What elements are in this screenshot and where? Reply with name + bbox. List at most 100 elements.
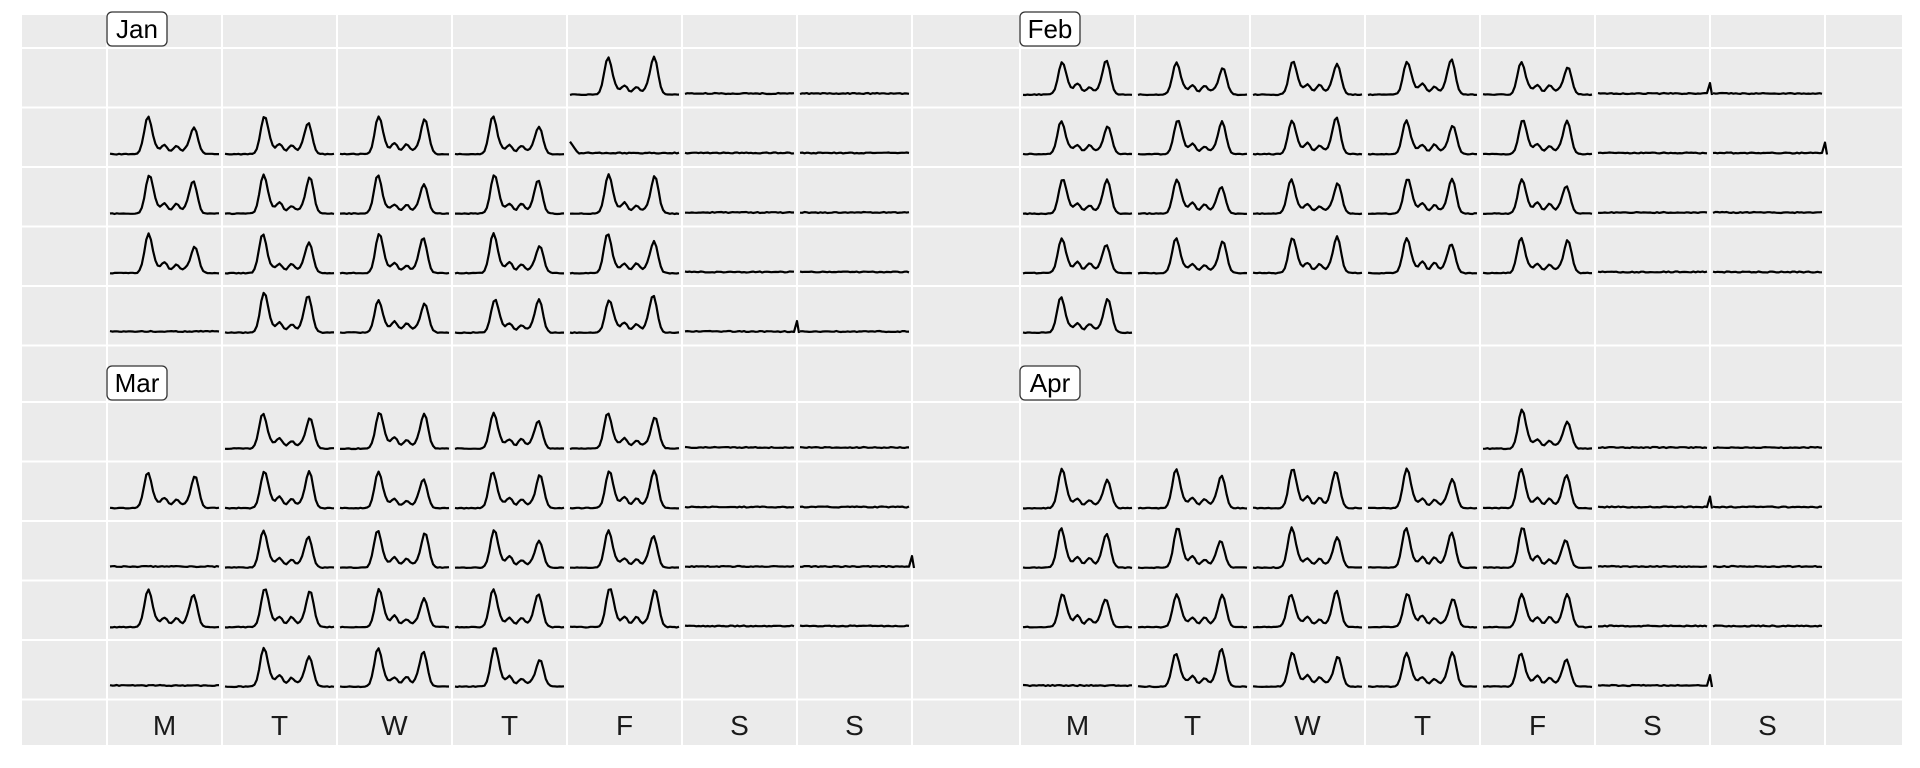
month-label-box <box>1019 365 1081 401</box>
series-line-mar-8 <box>224 470 335 510</box>
weekday-label: T <box>1184 710 1201 741</box>
series-line-jan-14 <box>455 174 565 216</box>
series-line-mar-30 <box>339 647 449 689</box>
series-line-apr-29 <box>1482 652 1593 689</box>
weekday-label: S <box>730 710 749 741</box>
series-line-mar-10 <box>454 471 565 510</box>
series-line-jan-31 <box>799 329 910 334</box>
series-line-feb-12 <box>1482 119 1593 156</box>
series-line-jan-12 <box>224 173 335 216</box>
month-label-text: Jan <box>116 14 158 44</box>
weekday-label: F <box>616 710 633 741</box>
series-line-mar-5 <box>684 445 795 450</box>
series-line-mar-19 <box>685 564 795 568</box>
month-label-box <box>106 11 168 47</box>
series-line-jan-3 <box>799 91 910 96</box>
series-line-mar-21 <box>110 588 220 629</box>
month-label-jan: Jan <box>106 11 168 47</box>
series-line-jan-4 <box>109 115 219 156</box>
series-line-mar-18 <box>570 529 679 569</box>
month-label-mar: Mar <box>106 365 168 401</box>
series-line-mar-15 <box>224 529 335 569</box>
series-line-feb-22 <box>1022 237 1133 275</box>
series-line-mar-16 <box>339 530 450 569</box>
series-line-jan-27 <box>339 299 450 334</box>
series-line-feb-20 <box>1597 210 1708 215</box>
series-line-jan-22 <box>569 233 680 275</box>
series-line-mar-14 <box>109 564 220 569</box>
series-line-mar-4 <box>569 412 680 451</box>
weekday-label: T <box>271 710 288 741</box>
series-line-feb-4 <box>1367 58 1478 97</box>
series-line-feb-25 <box>1367 237 1478 275</box>
series-line-feb-11 <box>1367 119 1477 156</box>
series-line-apr-17 <box>1712 564 1823 569</box>
series-line-mar-17 <box>454 529 565 569</box>
series-line-feb-14 <box>1712 141 1829 155</box>
panel-background <box>22 15 1902 745</box>
series-line-jan-26 <box>224 291 334 335</box>
series-line-mar-27 <box>799 624 910 628</box>
series-line-jan-7 <box>454 115 565 156</box>
series-line-mar-25 <box>569 588 680 629</box>
series-line-apr-11 <box>1022 527 1133 570</box>
series-line-jan-6 <box>339 115 450 156</box>
series-line-mar-28 <box>109 683 220 688</box>
series-line-mar-31 <box>454 647 565 688</box>
series-line-apr-22 <box>1483 592 1593 629</box>
series-line-apr-7 <box>1367 467 1478 510</box>
series-line-jan-15 <box>569 173 680 216</box>
series-line-mar-13 <box>799 505 910 509</box>
series-line-mar-22 <box>224 588 335 629</box>
series-line-jan-16 <box>685 210 794 215</box>
series-line-jan-8 <box>569 141 680 155</box>
series-line-feb-26 <box>1482 237 1593 275</box>
series-line-jan-11 <box>109 174 219 216</box>
month-label-feb: Feb <box>1019 11 1081 47</box>
series-line-mar-3 <box>454 411 565 450</box>
series-line-feb-1 <box>1022 59 1133 97</box>
weekday-label: W <box>1294 710 1321 741</box>
month-label-box <box>1019 11 1081 47</box>
series-line-jan-5 <box>224 116 335 156</box>
series-line-jan-25 <box>109 329 220 333</box>
weekday-label: S <box>1758 710 1777 741</box>
series-line-jan-2 <box>684 91 795 96</box>
series-line-mar-26 <box>684 624 795 628</box>
series-line-mar-12 <box>684 505 795 509</box>
series-line-feb-9 <box>1137 119 1248 156</box>
series-line-apr-3 <box>1713 445 1822 450</box>
series-line-feb-17 <box>1253 178 1363 216</box>
series-line-jan-24 <box>799 270 910 274</box>
series-line-feb-15 <box>1022 178 1133 216</box>
series-line-apr-10 <box>1712 505 1823 509</box>
series-line-apr-27 <box>1252 651 1363 688</box>
series-line-mar-24 <box>454 588 565 629</box>
series-line-jan-30 <box>684 319 801 334</box>
series-line-mar-29 <box>224 646 335 689</box>
month-label-text: Apr <box>1030 368 1071 398</box>
month-label-box <box>106 365 168 401</box>
series-line-jan-9 <box>684 151 795 155</box>
series-line-apr-4 <box>1022 467 1133 510</box>
series-line-mar-9 <box>339 470 450 510</box>
series-line-apr-28 <box>1367 651 1478 689</box>
series-line-jan-23 <box>684 270 795 274</box>
series-line-apr-1 <box>1482 408 1593 451</box>
series-line-feb-19 <box>1482 178 1593 215</box>
weekday-label: W <box>381 710 408 741</box>
series-line-jan-17 <box>799 210 910 215</box>
series-line-apr-14 <box>1367 527 1478 570</box>
month-labels: Jan Feb Mar Apr <box>106 11 1081 401</box>
series-line-apr-30 <box>1597 673 1714 688</box>
series-group <box>109 55 1829 689</box>
series-line-apr-8 <box>1482 467 1592 510</box>
series-line-jan-21 <box>454 232 564 275</box>
series-line-jan-18 <box>109 232 220 275</box>
series-line-jan-29 <box>569 294 680 335</box>
series-line-apr-15 <box>1482 527 1593 569</box>
series-line-apr-13 <box>1252 526 1363 570</box>
weekday-label: M <box>153 710 176 741</box>
weekday-label: M <box>1066 710 1089 741</box>
